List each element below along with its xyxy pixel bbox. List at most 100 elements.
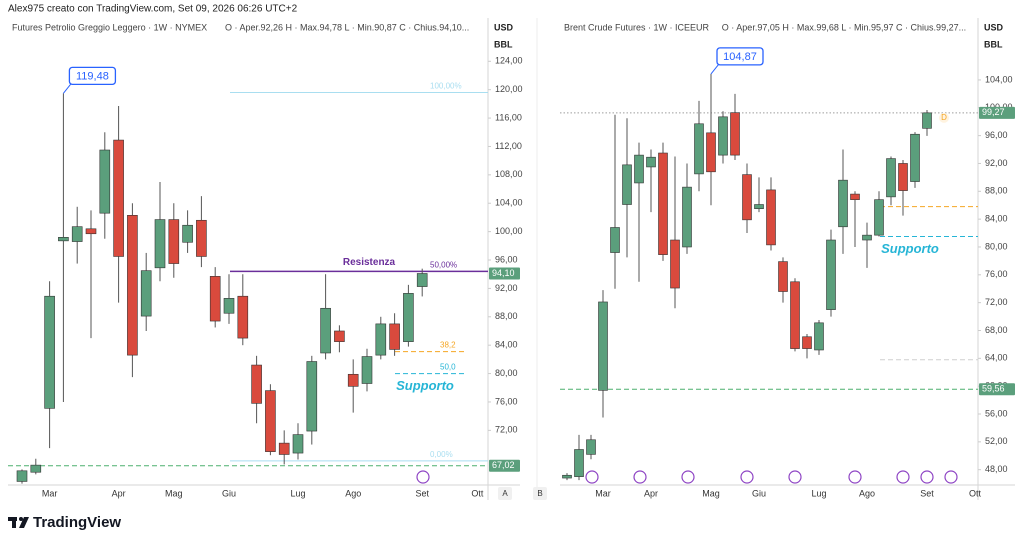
candle-body xyxy=(790,281,800,349)
candle-body xyxy=(802,336,812,349)
candle-body xyxy=(403,293,414,342)
candle-body xyxy=(127,215,138,356)
candle-body xyxy=(922,112,932,129)
candle-body xyxy=(586,439,596,455)
author-line: Alex975 creato con TradingView.com, Set … xyxy=(8,4,298,15)
ohlc-legend: O · Aper.97,05 H · Max.99,68 L · Min.95,… xyxy=(722,22,966,32)
candle-body xyxy=(16,470,28,482)
y-tick-label: 52,00 xyxy=(985,436,1008,446)
x-tick-label: Lug xyxy=(811,488,826,498)
candle-body xyxy=(730,112,740,156)
y-tick-label: 120,00 xyxy=(495,84,523,94)
price-tag xyxy=(489,459,520,472)
y-tick-label: 104,00 xyxy=(495,198,523,208)
y-tick-label: 64,00 xyxy=(985,353,1008,363)
y-tick-label: 124,00 xyxy=(495,56,523,66)
candle-body xyxy=(416,273,428,287)
y-tick-label: 104,00 xyxy=(985,74,1013,84)
candle-body xyxy=(58,237,69,242)
chart-title: Futures Petrolio Greggio Leggero · 1W · … xyxy=(12,22,207,32)
level-label: Supporto xyxy=(881,241,939,256)
candle-body xyxy=(375,323,387,356)
level-label: Resistenza xyxy=(343,257,396,268)
candle-body xyxy=(754,204,764,209)
y-tick-label: 108,00 xyxy=(495,169,523,179)
candle-body xyxy=(646,156,656,168)
currency: USD xyxy=(494,22,514,32)
candle-body xyxy=(251,364,262,404)
y-tick-label: 84,00 xyxy=(495,340,518,350)
candle-body xyxy=(766,189,776,246)
panel-button[interactable] xyxy=(498,487,512,500)
candle-body xyxy=(622,164,632,205)
tag-badge xyxy=(939,112,949,123)
candle-body xyxy=(334,330,345,342)
candle-body xyxy=(862,234,872,241)
candle-body xyxy=(30,464,42,473)
candle-body xyxy=(140,270,152,317)
candle-body xyxy=(168,219,180,264)
candle-body xyxy=(562,474,572,479)
y-tick-label: 72,00 xyxy=(985,297,1008,307)
x-tick-label: Set xyxy=(920,488,934,498)
candle-body xyxy=(874,199,884,236)
y-tick-label: 116,00 xyxy=(495,112,522,122)
x-tick-label: Mar xyxy=(42,488,58,498)
callout-label: 119,48 xyxy=(76,70,109,82)
candle-body xyxy=(910,133,920,182)
candle-body xyxy=(850,193,860,200)
candle-body xyxy=(826,239,836,310)
x-tick-label: Set xyxy=(415,488,429,498)
candle-body xyxy=(99,149,111,214)
y-tick-label: 88,00 xyxy=(495,311,518,321)
panel-button[interactable] xyxy=(533,487,547,500)
y-tick-label: 80,00 xyxy=(495,368,518,378)
panel-button-label[interactable]: B xyxy=(537,489,542,498)
logo-icon xyxy=(8,517,29,528)
candle-body xyxy=(85,228,97,235)
candle-body xyxy=(182,224,193,243)
level-tag: 50,00% xyxy=(430,260,457,269)
callout-box xyxy=(68,66,117,86)
level-tag: 38,2 xyxy=(440,341,456,350)
y-tick-label: 76,00 xyxy=(495,396,518,406)
candle-body xyxy=(389,323,400,350)
price-tag xyxy=(489,267,520,280)
unit: BBL xyxy=(984,39,1003,49)
chart-title: Brent Crude Futures · 1W · ICEEUR xyxy=(564,22,710,32)
x-tick-label: Ott xyxy=(969,488,982,498)
candle-body xyxy=(223,298,235,314)
y-tick-label: 56,00 xyxy=(985,408,1008,418)
candle-body xyxy=(694,123,704,175)
candle-body xyxy=(682,186,692,248)
y-tick-label: 84,00 xyxy=(985,214,1008,224)
logo-text: TradingView xyxy=(33,514,121,531)
candle-body xyxy=(320,307,331,354)
level-tag: 50,0 xyxy=(440,363,456,372)
candle-body xyxy=(71,226,83,242)
event-icons xyxy=(416,470,958,484)
candle-body xyxy=(278,442,290,455)
y-tick-label: 92,00 xyxy=(495,283,518,293)
level-label: Supporto xyxy=(396,378,454,393)
currency: USD xyxy=(984,22,1004,32)
candle-body xyxy=(347,373,359,387)
candle-body xyxy=(814,322,824,351)
candle-body xyxy=(610,227,620,253)
x-tick-label: Giu xyxy=(222,488,236,498)
y-tick-label: 112,00 xyxy=(495,141,522,151)
panel-button-label[interactable]: A xyxy=(502,489,508,498)
ohlc-legend: O · Aper.92,26 H · Max.94,78 L · Min.90,… xyxy=(225,22,469,32)
y-tick-label: 48,00 xyxy=(985,464,1008,474)
candle-body xyxy=(886,158,896,198)
y-tick-label: 80,00 xyxy=(985,241,1008,251)
candle-body xyxy=(742,174,752,221)
candle-body xyxy=(361,356,373,384)
level-tag: 100,00% xyxy=(430,82,462,91)
callout-box xyxy=(716,47,764,66)
candle-body xyxy=(778,261,788,292)
candle-body xyxy=(196,219,207,257)
candle-body xyxy=(634,154,644,184)
candle-body xyxy=(209,276,221,322)
